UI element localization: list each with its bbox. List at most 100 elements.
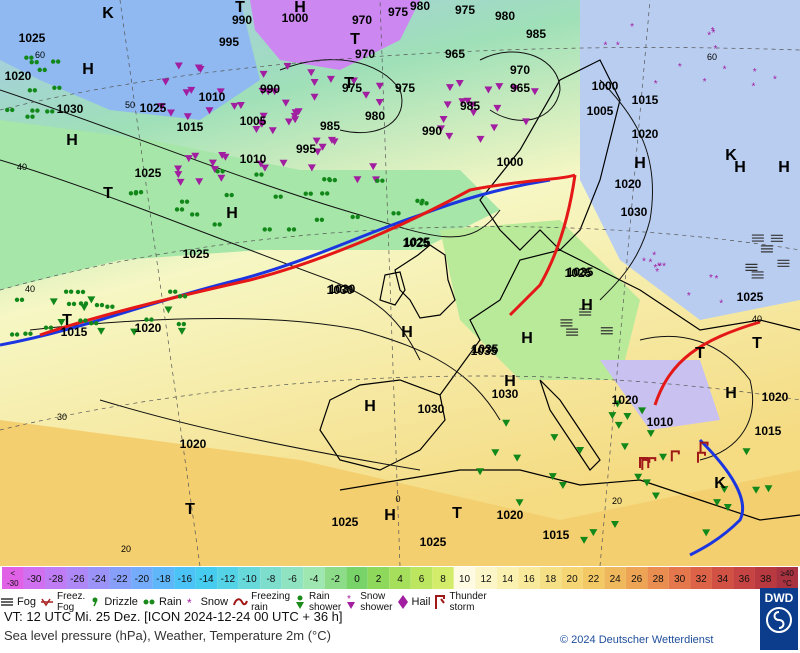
- thunderstorm-symbol: [670, 450, 680, 462]
- rain-symbol: [29, 59, 34, 65]
- rain-shower-symbol: [723, 504, 732, 512]
- rain-shower-symbol: [87, 296, 96, 304]
- snow-shower-symbol: [259, 112, 268, 120]
- snow-shower-symbol: [469, 109, 478, 117]
- fog-icon: [1, 598, 13, 606]
- dwd-logo-text: DWD: [764, 591, 794, 605]
- scale-label: 18: [545, 574, 557, 585]
- low-pressure-marker: T: [350, 31, 360, 48]
- snow-shower-symbol: [268, 127, 277, 135]
- scale-label: °C: [783, 579, 792, 588]
- parallel: [0, 47, 800, 111]
- snow-shower-symbol: [476, 135, 485, 143]
- pressure-label: 975: [388, 5, 408, 19]
- scale-label: -4: [309, 574, 318, 585]
- isobar: [99, 399, 421, 471]
- pressure-label: 970: [352, 13, 372, 27]
- scale-swatch: [647, 567, 669, 589]
- rain-symbol: [375, 178, 380, 183]
- graticule-label: 40: [25, 284, 35, 294]
- scale-label: -22: [113, 574, 128, 585]
- rain-symbol: [259, 172, 264, 177]
- snow-symbol: *: [630, 22, 634, 33]
- rain-symbol: [99, 302, 105, 308]
- rain-symbol: [424, 201, 429, 206]
- scale-swatch: [410, 567, 433, 589]
- weather-map[interactable]: *************** *********** 1025 990 1000 97…: [0, 0, 800, 566]
- pressure-label: 975: [395, 81, 415, 95]
- rain-symbol: [194, 212, 200, 217]
- pressure-label: 1015: [632, 93, 659, 107]
- pressure-label: 975: [455, 3, 475, 17]
- pressure-label: 990: [232, 13, 252, 27]
- scale-swatch: [475, 567, 497, 589]
- scale-label: 34: [717, 574, 729, 585]
- rain-symbol: [68, 289, 74, 294]
- rain-symbol: [10, 107, 15, 113]
- rain-symbol: [66, 301, 72, 307]
- snow-shower-symbol: [256, 160, 265, 168]
- legend-item-freezing-fog: Freez. Fog: [40, 590, 89, 614]
- scale-swatch: [539, 567, 562, 589]
- scale-label: 28: [653, 574, 665, 585]
- rain-shower-symbol: [576, 446, 585, 454]
- snow-shower-symbol: [187, 86, 196, 94]
- rain-shower-symbol: [580, 536, 589, 544]
- snow-shower-symbol: [270, 88, 279, 96]
- green-zone-central-europe: [440, 220, 640, 380]
- rain-shower-symbol: [130, 328, 139, 336]
- rain-symbol: [322, 177, 327, 182]
- snow-symbol: *: [654, 79, 658, 90]
- freezing-fog-icon: [40, 598, 53, 607]
- snow-shower-symbol: [490, 124, 499, 132]
- snow-shower-symbol: [495, 83, 504, 91]
- rain-shower-symbol: [608, 412, 617, 420]
- snow-shower-symbol: [439, 116, 448, 124]
- pressure-label: 1015: [543, 528, 570, 542]
- scale-label: -30: [7, 579, 19, 588]
- pressure-label: 1025: [183, 247, 210, 261]
- pressure-label: 965: [510, 81, 530, 95]
- cold-zone-greenland: [0, 0, 260, 120]
- rain-symbol: [291, 227, 297, 232]
- snow-shower-symbol: [281, 99, 290, 107]
- scale-label: 2: [376, 574, 382, 585]
- rain-symbol: [28, 331, 33, 336]
- pressure-label: 1020: [135, 321, 162, 335]
- snow-shower-symbol: [458, 98, 467, 106]
- scale-label: -14: [199, 574, 214, 585]
- rain-symbol: [215, 169, 220, 174]
- copyright-link[interactable]: © 2024 Deutscher Wetterdienst: [560, 634, 714, 646]
- rain-symbol: [83, 318, 88, 323]
- fog-symbol: [777, 259, 790, 267]
- fog-symbol: [751, 234, 764, 242]
- isobars: [0, 51, 754, 471]
- rain-symbol: [30, 114, 35, 119]
- pressure-label: 990: [422, 124, 442, 138]
- scale-swatch: [776, 567, 798, 589]
- rain-symbol: [25, 114, 30, 119]
- rain-symbol: [57, 85, 62, 90]
- scale-swatch: [496, 567, 519, 589]
- rain-symbol: [355, 214, 360, 220]
- pressure-label: 970: [510, 63, 530, 77]
- frost-zone-arctic: [250, 0, 420, 70]
- snow-shower-symbol: [445, 132, 454, 140]
- meridian: [599, 0, 651, 566]
- rain-symbol: [217, 222, 222, 227]
- snow-shower-symbol: [208, 159, 217, 167]
- dwd-logo: DWD: [760, 588, 798, 650]
- thunderstorm-icon: [435, 595, 446, 609]
- coast-uk: [394, 244, 456, 319]
- snow-shower-symbol: [183, 113, 192, 121]
- rain-shower-symbol: [550, 434, 559, 442]
- snow-shower-symbol: [375, 98, 384, 106]
- legend-item-snow-shower: * Snow shower: [345, 590, 396, 614]
- scale-swatch: [432, 567, 454, 589]
- scale-label: -26: [70, 574, 85, 585]
- scale-swatch: [23, 567, 46, 589]
- rain-symbol: [176, 321, 182, 327]
- graticule-label: 60: [35, 50, 45, 60]
- scale-label: -20: [135, 574, 150, 585]
- legend-label-rain-shower: Rain shower: [309, 591, 342, 613]
